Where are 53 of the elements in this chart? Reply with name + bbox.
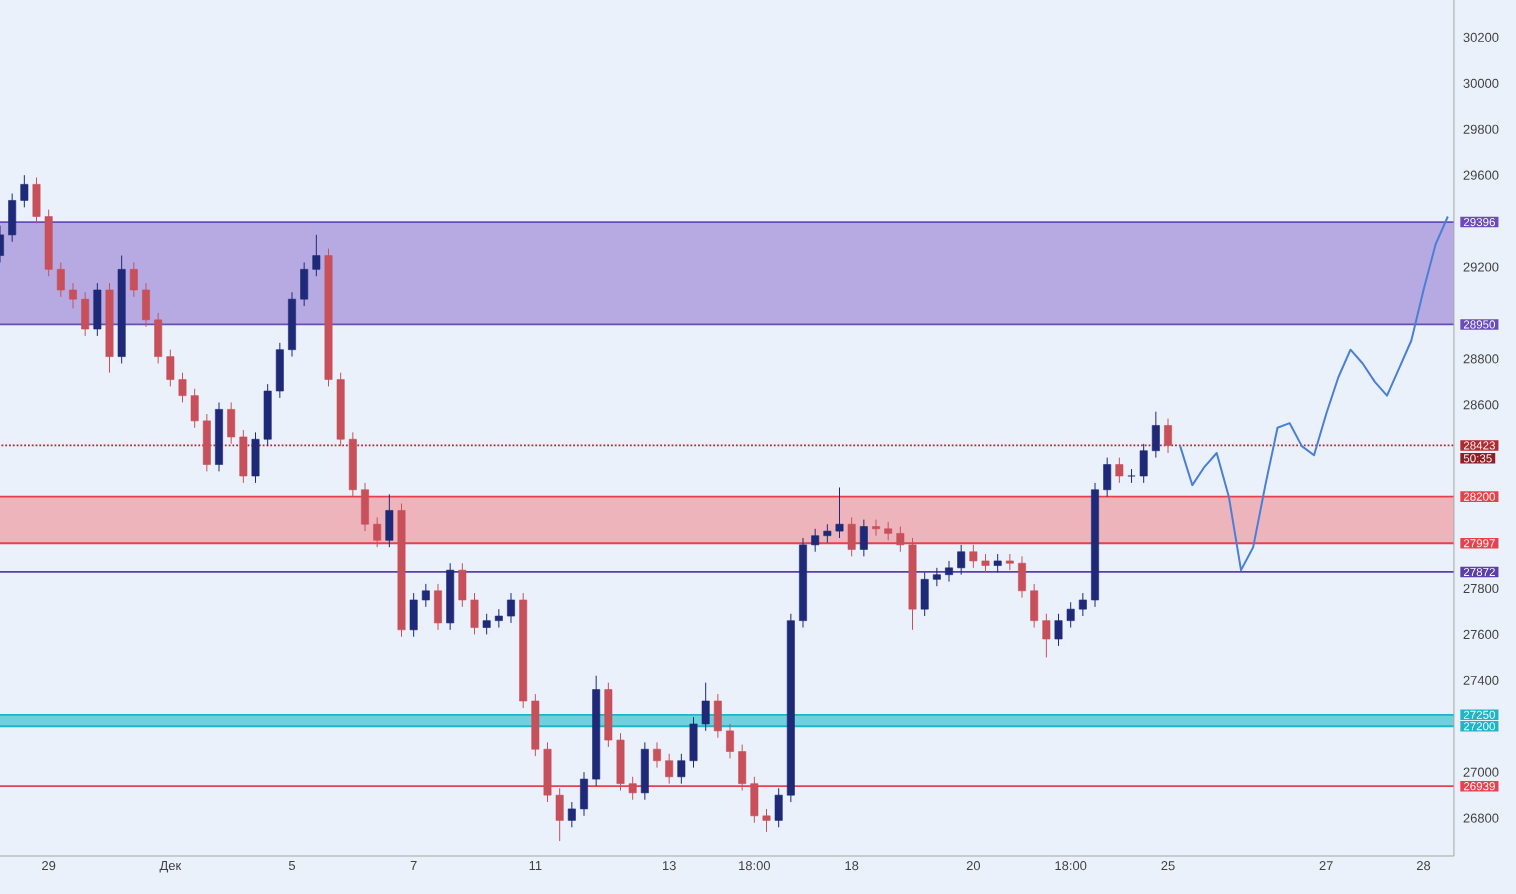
line-series bbox=[1179, 215, 1449, 572]
candlestick bbox=[653, 741, 661, 769]
candlestick bbox=[275, 342, 284, 399]
candlestick bbox=[494, 608, 503, 629]
candlestick bbox=[300, 261, 309, 307]
candlestick bbox=[129, 261, 138, 298]
candlestick bbox=[945, 560, 953, 583]
candlestick bbox=[154, 312, 163, 364]
candlestick bbox=[1103, 457, 1112, 498]
candlestick bbox=[957, 544, 966, 576]
candlestick bbox=[409, 592, 418, 638]
candlestick bbox=[1164, 418, 1172, 454]
candlestick bbox=[859, 519, 868, 557]
candlestick bbox=[385, 493, 394, 548]
candlestick bbox=[361, 482, 369, 532]
candlestick bbox=[580, 771, 588, 817]
candlestick bbox=[1078, 592, 1087, 617]
candlestick bbox=[1030, 583, 1039, 629]
candlestick bbox=[202, 413, 211, 472]
candlestick bbox=[665, 753, 674, 785]
candlestick bbox=[56, 261, 65, 298]
candlestick bbox=[726, 723, 734, 759]
candlestick bbox=[932, 567, 941, 587]
candlestick bbox=[920, 571, 929, 617]
candlestick bbox=[774, 787, 783, 828]
candlestick bbox=[1115, 457, 1124, 484]
candlestick bbox=[373, 516, 382, 548]
candlestick bbox=[81, 291, 90, 337]
candlestick bbox=[872, 519, 880, 537]
candlestick bbox=[1042, 613, 1051, 658]
candlestick bbox=[738, 744, 747, 792]
candlestick bbox=[847, 516, 856, 557]
candlestick bbox=[567, 801, 576, 828]
candlestick bbox=[993, 553, 1002, 573]
candlestick bbox=[884, 521, 893, 541]
candlestick bbox=[1151, 411, 1160, 459]
candlestick bbox=[142, 282, 150, 328]
candlestick bbox=[421, 583, 430, 608]
candlestick bbox=[1018, 555, 1026, 599]
candlestick bbox=[482, 613, 491, 635]
candlestick bbox=[811, 528, 820, 553]
candlestick bbox=[93, 282, 102, 337]
candlestick bbox=[8, 193, 17, 243]
candlestick bbox=[312, 234, 321, 277]
candlestick bbox=[239, 429, 248, 484]
candlestick bbox=[20, 174, 29, 208]
candlestick bbox=[640, 741, 649, 801]
candlestick bbox=[713, 693, 722, 739]
candlestick bbox=[507, 592, 515, 624]
candlestick bbox=[227, 402, 236, 445]
candlestick bbox=[434, 583, 442, 631]
candlestick bbox=[1139, 443, 1148, 484]
candlestick bbox=[69, 282, 77, 309]
